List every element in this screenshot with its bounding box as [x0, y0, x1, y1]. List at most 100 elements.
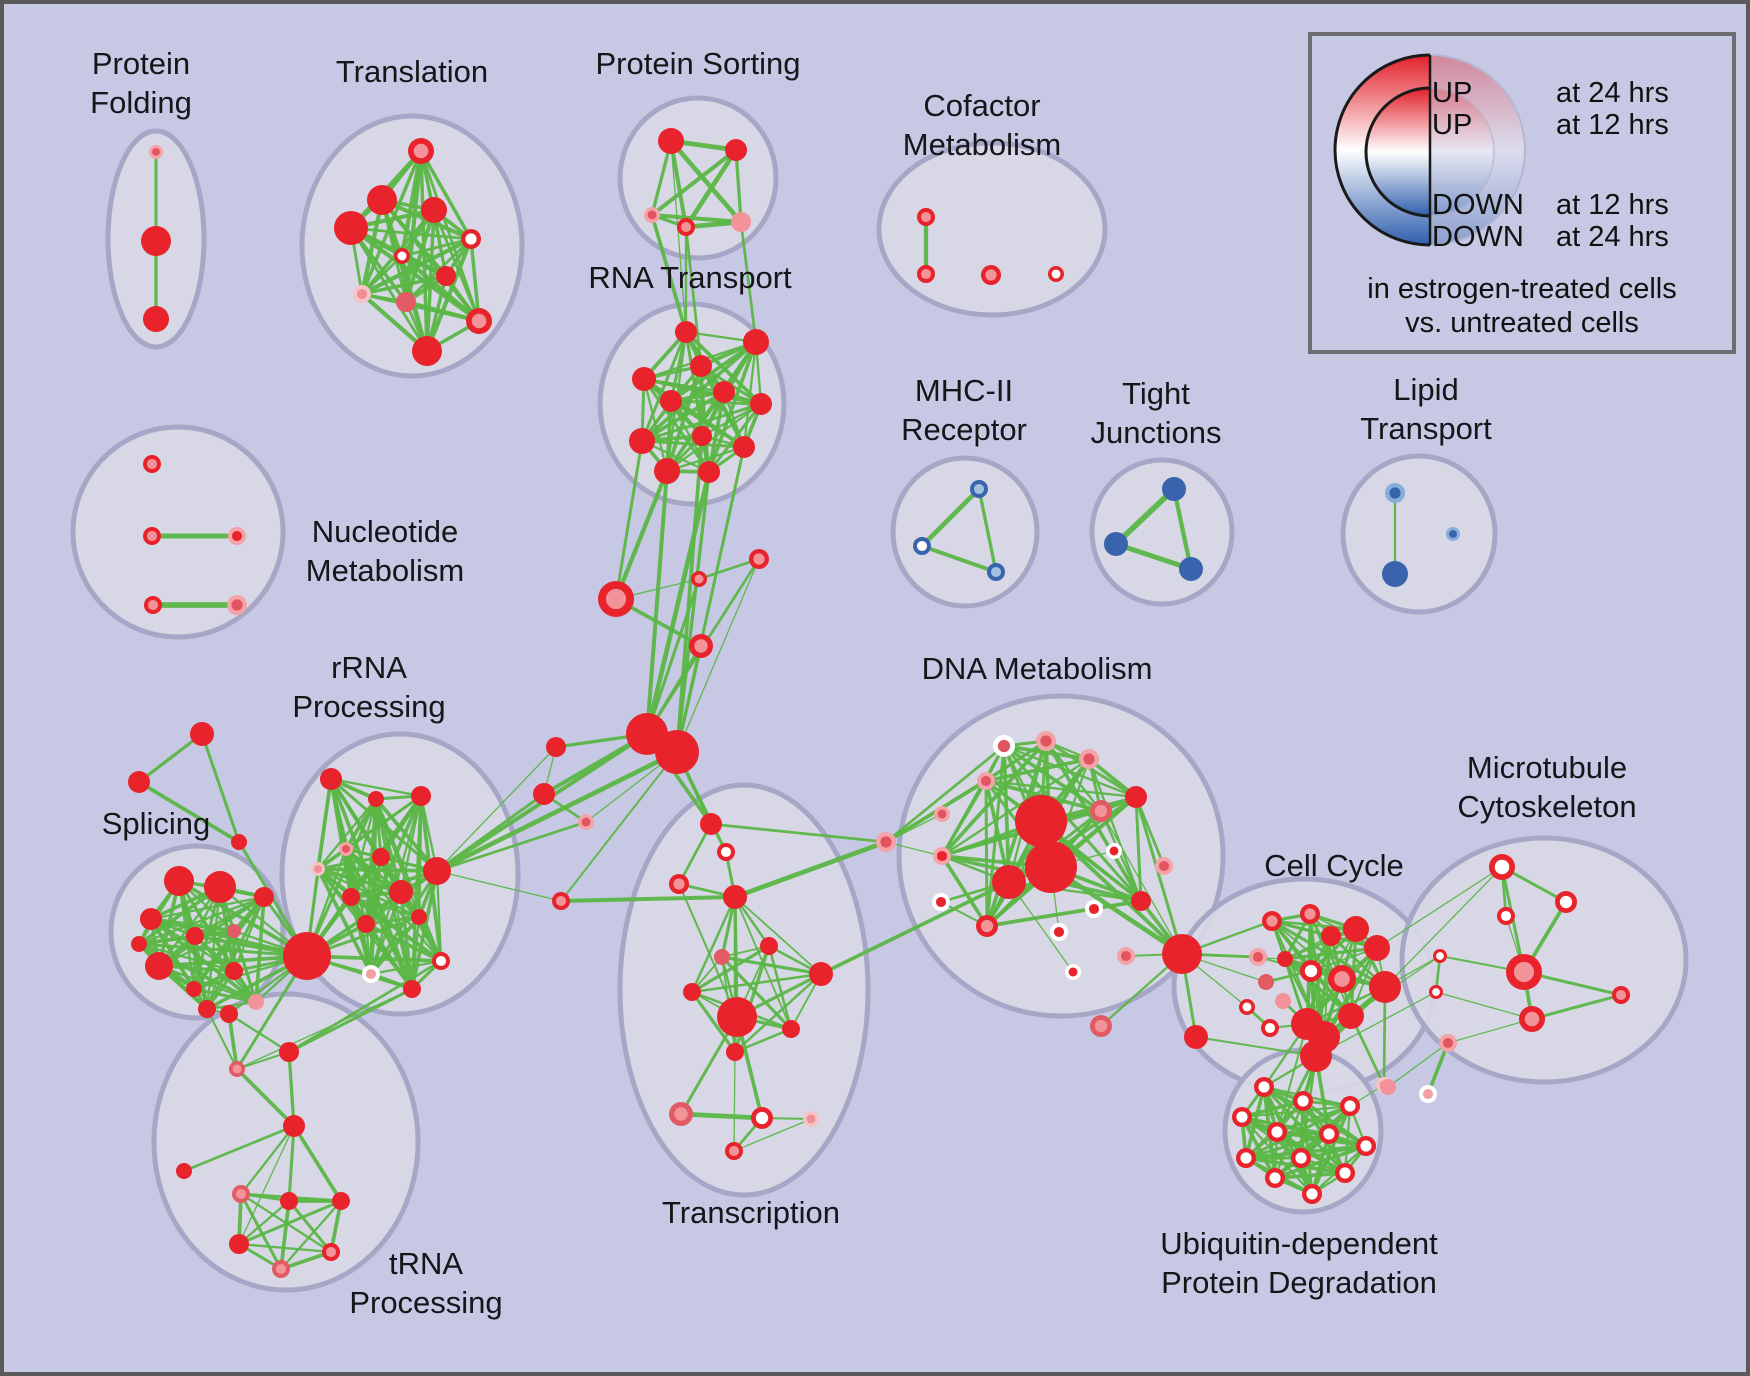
node-center: [1258, 1081, 1270, 1093]
network-node: [970, 480, 988, 498]
network-node: [1025, 841, 1077, 893]
node-center: [935, 896, 947, 908]
node-center: [147, 599, 159, 611]
cluster-lipid-transport: [1340, 453, 1498, 615]
network-node: [1232, 1107, 1252, 1127]
network-node: [412, 336, 442, 366]
node-center: [1494, 859, 1510, 875]
node-center: [1240, 1152, 1252, 1164]
node-ring: [320, 768, 342, 790]
network-node: [1277, 951, 1293, 967]
network-edge: [435, 820, 588, 873]
network-node: [750, 393, 772, 415]
legend-dir-down24: DOWN: [1432, 221, 1524, 253]
node-center: [1432, 988, 1440, 996]
cluster-label-splicing: Splicing: [102, 806, 211, 841]
node-ring: [1364, 935, 1390, 961]
node-center: [680, 221, 692, 233]
node-ring: [698, 461, 720, 483]
node-ring: [533, 783, 555, 805]
node-ring: [231, 834, 247, 850]
node-ring: [283, 1115, 305, 1137]
network-edge: [1048, 864, 1185, 957]
network-node: [717, 843, 735, 861]
node-ring: [992, 865, 1026, 899]
network-node: [749, 549, 769, 569]
network-edge: [287, 1050, 296, 1128]
network-node: [1612, 986, 1630, 1004]
node-ring: [1162, 477, 1186, 501]
node-center: [1306, 1188, 1318, 1200]
node-ring: [1184, 1025, 1208, 1049]
cluster-label-tight-junctions: Junctions: [1091, 415, 1222, 450]
node-ring: [411, 786, 431, 806]
network-node: [149, 145, 163, 159]
network-edge: [559, 895, 737, 903]
network-node: [1380, 1079, 1396, 1095]
node-center: [1264, 1022, 1276, 1034]
network-edge: [1240, 1104, 1352, 1119]
network-edge: [642, 377, 669, 473]
node-ring: [141, 226, 171, 256]
node-ring: [717, 997, 757, 1037]
network-edge: [642, 377, 763, 406]
cluster-label-translation: Translation: [336, 54, 488, 89]
node-layer: [128, 128, 1630, 1278]
network-node: [342, 888, 360, 906]
network-node: [992, 865, 1026, 899]
node-ring: [546, 737, 566, 757]
network-edge: [369, 915, 421, 976]
network-node: [220, 1005, 238, 1023]
node-ring: [164, 866, 194, 896]
network-edge: [1283, 957, 1353, 1018]
cluster-label-cofactor-metabolism: Metabolism: [903, 127, 1062, 162]
network-node: [1555, 891, 1577, 913]
network-edge: [1171, 486, 1194, 572]
cluster-label-cofactor-metabolism: Cofactor: [923, 88, 1040, 123]
node-ring: [220, 1005, 238, 1023]
node-center: [1252, 951, 1264, 963]
network-node: [1050, 923, 1068, 941]
network-node: [782, 1020, 800, 1038]
node-ring: [725, 139, 747, 161]
network-edge: [734, 896, 822, 975]
cluster-tight-junctions: [1089, 457, 1235, 607]
network-node: [552, 892, 570, 910]
network-edge: [192, 895, 266, 991]
node-ring: [750, 393, 772, 415]
network-node: [144, 596, 162, 614]
network-edge: [734, 148, 743, 224]
network-edge: [316, 777, 333, 871]
network-node: [1328, 965, 1356, 993]
network-edge: [436, 870, 562, 902]
network-node: [760, 937, 778, 955]
node-center: [325, 1246, 337, 1258]
node-ring: [145, 952, 173, 980]
legend-caption-line1: in estrogen-treated cells: [1367, 273, 1677, 305]
network-node: [1090, 800, 1112, 822]
network-node: [164, 866, 194, 896]
network-edge: [349, 895, 373, 976]
node-center: [365, 968, 377, 980]
network-node: [190, 722, 214, 746]
network-node: [229, 1234, 249, 1254]
network-node: [1065, 964, 1081, 980]
network-edge: [767, 944, 793, 1031]
node-center: [1344, 1100, 1356, 1112]
network-edge: [733, 972, 823, 1054]
network-node: [1356, 1136, 1376, 1156]
node-center: [1088, 903, 1100, 915]
network-edge: [227, 1012, 239, 1071]
network-edge: [1087, 757, 1143, 903]
cluster-label-trna-processing: Processing: [349, 1285, 502, 1320]
network-node: [1300, 1040, 1332, 1072]
node-center: [605, 588, 627, 610]
network-edge: [235, 1067, 296, 1128]
node-ring: [1131, 891, 1151, 911]
cluster-label-tight-junctions: Tight: [1122, 376, 1190, 411]
network-node: [1236, 1148, 1256, 1168]
network-node: [283, 932, 331, 980]
network-edge: [1382, 985, 1387, 1087]
cluster-label-dna-metabolism: DNA Metabolism: [922, 651, 1153, 686]
